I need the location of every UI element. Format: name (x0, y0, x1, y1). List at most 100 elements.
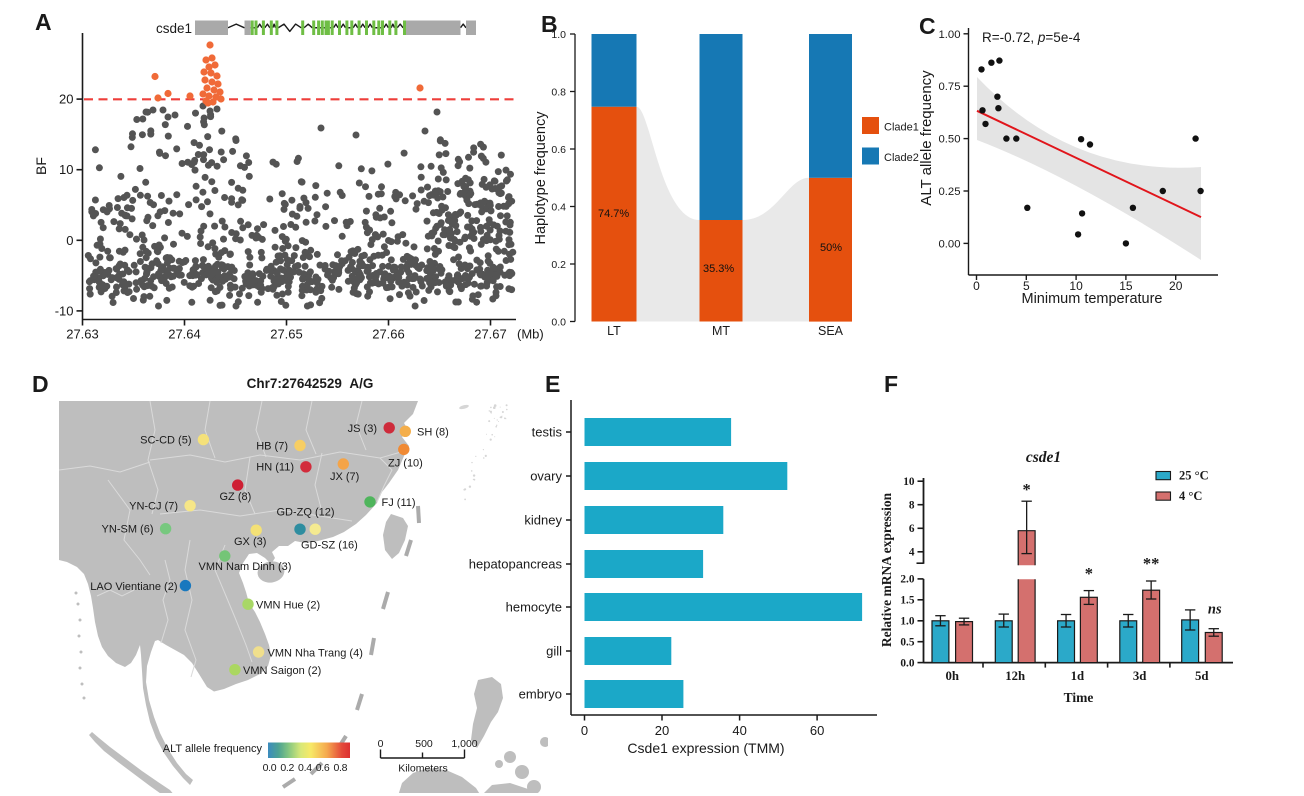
svg-text:Csde1 expression (TMM): Csde1 expression (TMM) (627, 740, 784, 756)
svg-text:27.66: 27.66 (372, 327, 405, 342)
svg-text:VMN Nha Trang (4): VMN Nha Trang (4) (268, 648, 363, 660)
svg-text:(Mb): (Mb) (517, 327, 544, 342)
svg-text:gill: gill (546, 644, 562, 659)
svg-text:F: F (884, 371, 898, 397)
svg-text:csde1: csde1 (156, 21, 192, 36)
svg-text:0h: 0h (945, 669, 959, 683)
svg-text:0.8: 0.8 (333, 762, 347, 774)
svg-text:20: 20 (59, 92, 73, 107)
svg-text:0.6: 0.6 (316, 762, 330, 774)
svg-text:1,000: 1,000 (451, 738, 477, 750)
svg-text:0.0: 0.0 (551, 317, 566, 329)
svg-text:VMN Saigon (2): VMN Saigon (2) (243, 665, 321, 677)
svg-text:1.5: 1.5 (900, 595, 914, 607)
svg-text:74.7%: 74.7% (598, 208, 629, 220)
svg-text:SH (8): SH (8) (417, 427, 449, 439)
svg-text:27.67: 27.67 (474, 327, 507, 342)
svg-text:SC-CD (5): SC-CD (5) (140, 435, 191, 447)
svg-text:1.00: 1.00 (939, 29, 961, 41)
svg-text:2.0: 2.0 (900, 574, 914, 586)
svg-text:JS (3): JS (3) (348, 423, 377, 435)
svg-text:1.0: 1.0 (551, 29, 566, 41)
svg-text:1d: 1d (1071, 669, 1085, 683)
svg-text:ns: ns (1208, 602, 1222, 618)
svg-text:35.3%: 35.3% (703, 263, 734, 275)
svg-text:Relative mRNA expression: Relative mRNA expression (879, 492, 894, 647)
svg-text:10: 10 (903, 476, 915, 488)
svg-text:GX (3): GX (3) (234, 536, 266, 548)
svg-text:VMN Hue (2): VMN Hue (2) (256, 600, 320, 612)
svg-text:GZ (8): GZ (8) (220, 491, 252, 503)
svg-text:MT: MT (712, 324, 730, 338)
svg-text:FJ (11): FJ (11) (382, 497, 416, 509)
svg-text:0: 0 (581, 723, 588, 738)
svg-text:40: 40 (732, 723, 746, 738)
svg-text:embryo: embryo (519, 687, 562, 702)
svg-text:20: 20 (1169, 279, 1183, 293)
svg-text:0.6: 0.6 (551, 144, 566, 156)
svg-text:HB (7): HB (7) (256, 441, 288, 453)
svg-text:Clade2: Clade2 (884, 152, 919, 164)
svg-text:10: 10 (59, 162, 73, 177)
svg-text:0.4: 0.4 (298, 762, 312, 774)
svg-text:**: ** (1143, 554, 1160, 573)
svg-text:0.5: 0.5 (900, 637, 914, 649)
svg-text:ZJ (10): ZJ (10) (388, 458, 423, 470)
svg-text:15: 15 (1119, 279, 1133, 293)
svg-text:5d: 5d (1195, 669, 1209, 683)
svg-text:*: * (1085, 564, 1093, 583)
svg-text:LAO Vientiane (2): LAO Vientiane (2) (90, 581, 177, 593)
svg-text:LT: LT (607, 324, 621, 338)
svg-text:500: 500 (415, 738, 433, 750)
svg-text:0.75: 0.75 (939, 81, 961, 93)
svg-text:0.2: 0.2 (551, 259, 566, 271)
svg-text:27.64: 27.64 (168, 327, 201, 342)
svg-text:0: 0 (973, 279, 980, 293)
svg-text:csde1: csde1 (1026, 449, 1061, 466)
svg-text:E: E (545, 371, 560, 397)
svg-text:0.50: 0.50 (939, 134, 961, 146)
svg-text:0: 0 (66, 233, 73, 248)
svg-text:Haplotype frequency: Haplotype frequency (533, 111, 549, 245)
svg-text:B: B (541, 11, 558, 37)
svg-text:27.63: 27.63 (66, 327, 99, 342)
svg-text:ALT allele frequency: ALT allele frequency (163, 743, 263, 755)
svg-text:Clade1: Clade1 (884, 122, 919, 134)
svg-text:Time: Time (1064, 690, 1094, 705)
svg-text:Minimum temperature: Minimum temperature (1021, 291, 1162, 307)
svg-text:1.0: 1.0 (900, 616, 914, 628)
svg-text:0: 0 (378, 738, 384, 750)
svg-text:20: 20 (655, 723, 669, 738)
svg-text:YN-SM (6): YN-SM (6) (102, 524, 154, 536)
svg-text:VMN Nam Dinh (3): VMN Nam Dinh (3) (199, 561, 292, 573)
svg-text:*: * (1023, 480, 1031, 499)
svg-text:C: C (919, 13, 936, 39)
svg-text:testis: testis (532, 425, 563, 440)
svg-text:SEA: SEA (818, 324, 844, 338)
svg-text:YN-CJ (7): YN-CJ (7) (129, 501, 178, 513)
svg-text:A: A (35, 9, 52, 35)
svg-text:4 °C: 4 °C (1179, 489, 1202, 503)
svg-text:Chr7:27642529 A/G: Chr7:27642529 A/G (247, 376, 374, 391)
svg-text:0.0: 0.0 (900, 657, 914, 669)
svg-text:0.0: 0.0 (263, 762, 277, 774)
svg-text:Kilometers: Kilometers (398, 763, 448, 775)
svg-text:0.00: 0.00 (939, 238, 961, 250)
svg-text:JX (7): JX (7) (330, 471, 359, 483)
svg-text:4: 4 (909, 547, 915, 559)
svg-text:hepatopancreas: hepatopancreas (469, 557, 563, 572)
svg-text:D: D (32, 371, 49, 397)
svg-text:6: 6 (909, 523, 915, 535)
svg-text:25 °C: 25 °C (1179, 469, 1209, 483)
svg-text:kidney: kidney (524, 513, 562, 528)
svg-text:HN (11): HN (11) (256, 462, 294, 474)
svg-text:GD-SZ (16): GD-SZ (16) (301, 540, 358, 552)
svg-text:60: 60 (810, 723, 824, 738)
svg-text:10: 10 (1069, 279, 1083, 293)
svg-text:ovary: ovary (530, 469, 562, 484)
svg-text:hemocyte: hemocyte (506, 600, 562, 615)
svg-text:R=-0.72, p=5e-4: R=-0.72, p=5e-4 (982, 30, 1081, 45)
svg-text:5: 5 (1023, 279, 1030, 293)
svg-text:0.4: 0.4 (551, 202, 566, 214)
svg-text:3d: 3d (1133, 669, 1147, 683)
